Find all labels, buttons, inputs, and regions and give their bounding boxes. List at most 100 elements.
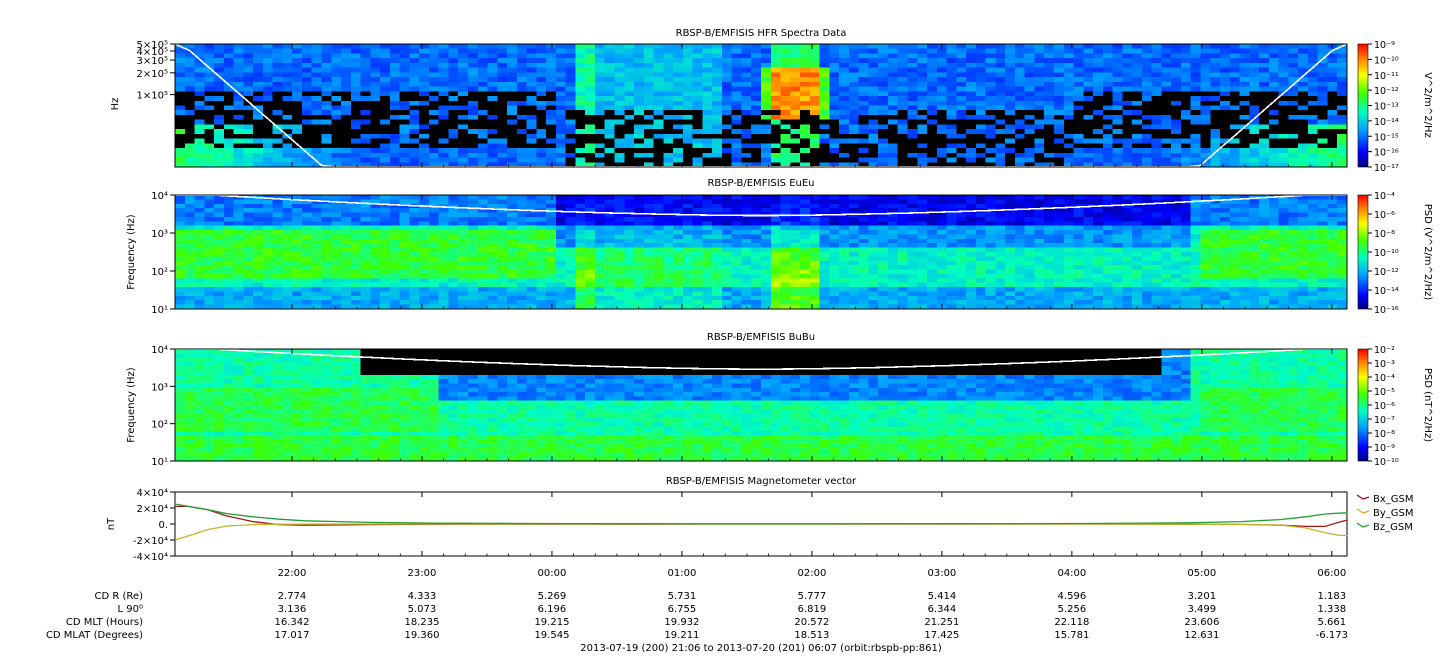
spectrogram-cell bbox=[780, 138, 791, 144]
spectrogram-cell bbox=[1034, 148, 1045, 154]
spectrogram-cell bbox=[770, 110, 782, 116]
spectrogram-cell bbox=[262, 119, 274, 126]
spectrogram-cell bbox=[1220, 148, 1231, 154]
spectrogram-cell bbox=[604, 269, 616, 275]
spectrogram-cell bbox=[243, 133, 254, 140]
spectrogram-cell bbox=[477, 256, 489, 262]
spectrogram-cell bbox=[1220, 152, 1231, 159]
spectrogram-cell bbox=[887, 152, 899, 159]
spectrogram-cell bbox=[1063, 53, 1075, 59]
spectrogram-cell bbox=[1083, 138, 1094, 144]
spectrogram-cell bbox=[1014, 143, 1026, 149]
spectrogram-cell bbox=[428, 91, 440, 97]
spectrogram-cell bbox=[927, 86, 938, 92]
spectrogram-cell bbox=[1249, 152, 1260, 159]
spectrogram-cell bbox=[1054, 96, 1065, 102]
spectrogram-cell bbox=[389, 133, 401, 140]
spectrogram-cell bbox=[175, 72, 186, 78]
spectrogram-cell bbox=[887, 53, 899, 59]
spectrogram-cell bbox=[516, 133, 528, 140]
spectrogram-cell bbox=[546, 221, 557, 227]
spectrogram-cell bbox=[536, 234, 547, 240]
spectrogram-cell bbox=[1249, 96, 1260, 102]
spectrogram-cell bbox=[1180, 129, 1192, 135]
spectrogram-cell bbox=[204, 208, 215, 214]
spectrogram-cell bbox=[1210, 86, 1221, 92]
spectrogram-cell bbox=[1063, 44, 1075, 50]
spectrogram-cell bbox=[204, 304, 215, 310]
spectrogram-cell bbox=[761, 234, 772, 240]
spectrogram-cell bbox=[624, 265, 635, 271]
spectrogram-cell bbox=[839, 81, 850, 88]
spectrogram-cell bbox=[1014, 138, 1026, 144]
spectrogram-cell bbox=[819, 58, 830, 64]
spectrogram-cell bbox=[1268, 53, 1280, 59]
spectrogram-cell bbox=[878, 96, 889, 102]
spectrogram-cell bbox=[575, 58, 586, 64]
spectrogram-cell bbox=[1093, 119, 1104, 126]
spectrogram-cell bbox=[458, 58, 469, 64]
spectrogram-cell bbox=[907, 105, 918, 111]
spectrogram-cell bbox=[1005, 62, 1016, 69]
spectrogram-cell bbox=[1239, 91, 1250, 97]
spectrogram-cell bbox=[770, 157, 782, 163]
spectrogram-cell bbox=[1171, 48, 1182, 55]
spectrogram-cell bbox=[585, 199, 596, 205]
spectrogram-cell bbox=[253, 148, 264, 154]
spectrogram-cell bbox=[184, 282, 196, 288]
spectrogram-cell bbox=[975, 86, 987, 92]
spectrogram-cell bbox=[262, 77, 274, 83]
spectrogram-cell bbox=[1337, 157, 1348, 163]
spectrogram-cell bbox=[184, 291, 196, 297]
spectrogram-cell bbox=[604, 157, 616, 163]
spectrogram-cell bbox=[858, 110, 870, 116]
spectrogram-cell bbox=[848, 234, 860, 240]
spectrogram-cell bbox=[292, 119, 303, 126]
spectrogram-cell bbox=[1210, 58, 1221, 64]
spectrogram-cell bbox=[214, 216, 225, 222]
spectrogram-cell bbox=[1044, 53, 1055, 59]
spectrogram-cell bbox=[546, 243, 557, 249]
spectrogram-cell bbox=[243, 148, 254, 154]
spectrogram-cell bbox=[673, 77, 684, 83]
colorbar-tick-label: 10⁻¹² bbox=[1374, 86, 1399, 97]
spectrogram-cell bbox=[1054, 114, 1065, 121]
spectrogram-cell bbox=[829, 208, 840, 214]
spectrogram-cell bbox=[663, 295, 674, 301]
spectrogram-cell bbox=[1190, 152, 1202, 159]
spectrogram-cell bbox=[262, 287, 274, 293]
colorbar-tick-label: 10⁻⁹ bbox=[1374, 40, 1395, 51]
spectrogram-cell bbox=[243, 216, 254, 222]
spectrogram-cell bbox=[419, 278, 430, 284]
spectrogram-cell bbox=[1307, 100, 1319, 107]
spectrogram-cell bbox=[1278, 114, 1289, 121]
spectrogram-cell bbox=[311, 208, 323, 214]
spectrogram-cell bbox=[301, 114, 313, 121]
spectrogram-cell bbox=[223, 162, 235, 168]
spectrogram-cell bbox=[1259, 53, 1270, 59]
spectrogram-cell bbox=[516, 58, 528, 64]
spectrogram-cell bbox=[673, 304, 684, 310]
spectrogram-cell bbox=[1200, 133, 1211, 140]
spectrogram-cell bbox=[477, 48, 489, 55]
spectrogram-cell bbox=[790, 199, 801, 205]
spectrogram-cell bbox=[487, 212, 498, 218]
spectrogram-cell bbox=[507, 238, 518, 244]
spectrogram-cell bbox=[936, 72, 948, 78]
spectrogram-cell bbox=[1249, 162, 1260, 168]
spectrogram-cell bbox=[1014, 44, 1026, 50]
spectrogram-cell bbox=[692, 278, 703, 284]
spectrogram-cell bbox=[897, 162, 909, 168]
spectrogram-cell bbox=[780, 269, 791, 275]
spectrogram-cell bbox=[731, 58, 743, 64]
spectrogram-cell bbox=[507, 195, 518, 200]
spectrogram-cell bbox=[575, 133, 586, 140]
spectrogram-cell bbox=[360, 81, 371, 88]
spectrogram-cell bbox=[1171, 44, 1182, 50]
spectrogram-cell bbox=[214, 162, 225, 168]
spectrogram-cell bbox=[409, 230, 420, 236]
spectrogram-cell bbox=[565, 221, 577, 227]
spectrogram-cell bbox=[194, 48, 205, 55]
spectrogram-cell bbox=[585, 129, 596, 135]
spectrogram-cell bbox=[458, 265, 469, 271]
